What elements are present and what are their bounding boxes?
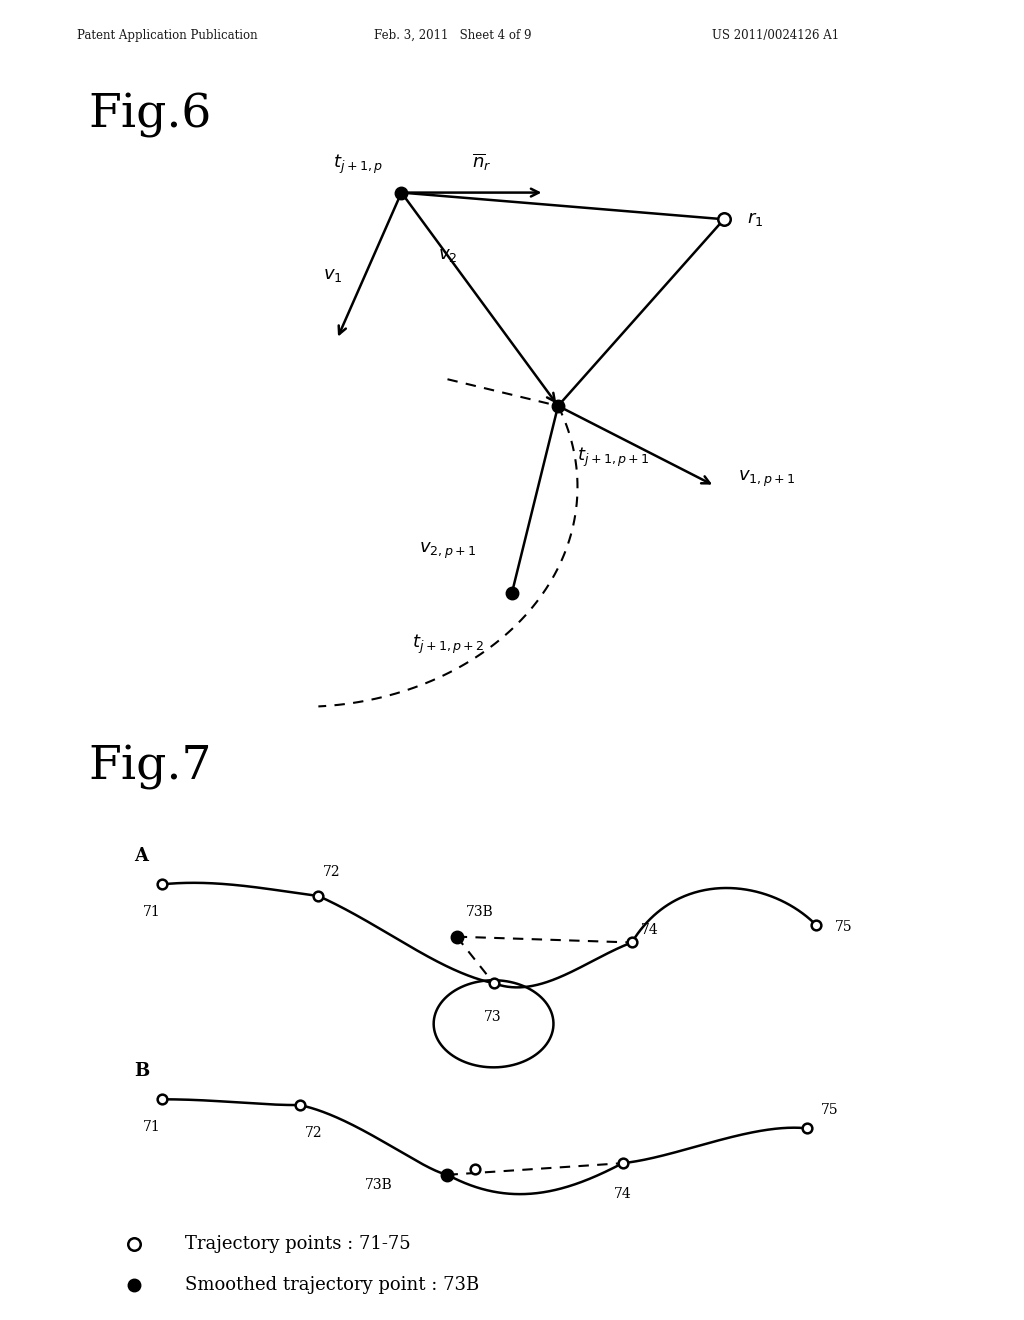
Text: $\overline{n}_r$: $\overline{n}_r$ <box>472 150 492 173</box>
Text: Trajectory points : 71-75: Trajectory points : 71-75 <box>184 1236 411 1254</box>
Text: 72: 72 <box>324 865 341 879</box>
Text: 73B: 73B <box>365 1179 392 1192</box>
Text: 74: 74 <box>641 923 658 937</box>
Text: $t_{j+1,p+2}$: $t_{j+1,p+2}$ <box>412 632 484 656</box>
Text: $v_{2,p+1}$: $v_{2,p+1}$ <box>419 540 476 561</box>
Text: B: B <box>134 1063 150 1080</box>
Text: $t_{j+1,p+1}$: $t_{j+1,p+1}$ <box>577 446 649 469</box>
Text: Smoothed trajectory point : 73B: Smoothed trajectory point : 73B <box>184 1276 479 1294</box>
Text: $r_1$: $r_1$ <box>748 210 763 228</box>
Text: 74: 74 <box>613 1187 631 1201</box>
Text: 72: 72 <box>305 1126 323 1140</box>
Text: 73: 73 <box>484 1010 502 1024</box>
Text: 71: 71 <box>143 906 161 919</box>
Text: $t_{j+1,p}$: $t_{j+1,p}$ <box>333 153 383 176</box>
Text: Fig.6: Fig.6 <box>88 92 211 137</box>
Text: A: A <box>134 847 148 865</box>
Text: $v_1$: $v_1$ <box>323 267 342 284</box>
Text: 75: 75 <box>835 920 852 933</box>
Text: Patent Application Publication: Patent Application Publication <box>77 29 257 42</box>
Text: 73B: 73B <box>466 906 494 919</box>
Text: US 2011/0024126 A1: US 2011/0024126 A1 <box>712 29 839 42</box>
Text: Feb. 3, 2011   Sheet 4 of 9: Feb. 3, 2011 Sheet 4 of 9 <box>374 29 531 42</box>
Text: $v_2$: $v_2$ <box>438 247 458 264</box>
Text: Fig.7: Fig.7 <box>88 744 212 791</box>
Text: 75: 75 <box>821 1102 839 1117</box>
Text: $v_{1,p+1}$: $v_{1,p+1}$ <box>737 469 796 490</box>
Text: 71: 71 <box>143 1121 161 1134</box>
